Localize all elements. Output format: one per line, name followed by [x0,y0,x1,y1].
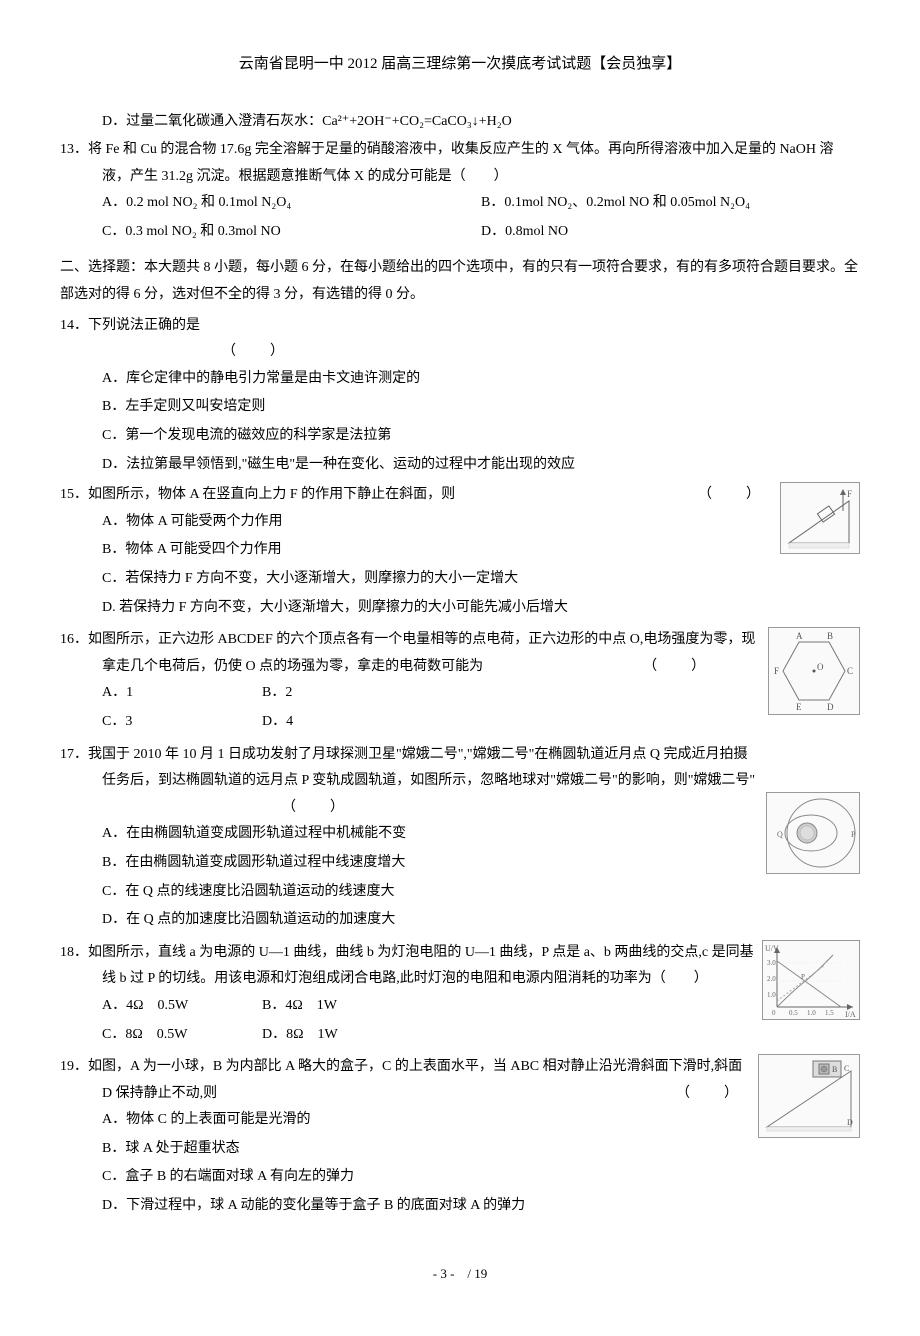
q13-num: 13． [60,142,88,157]
q14-stem: 14．下列说法正确的是 [60,313,860,340]
svg-text:F: F [847,489,852,499]
q16-num: 16． [60,632,88,647]
q13-option-b: B．0.1mol NO₂、0.2mol NO 和 0.05mol N₂O₄ [481,190,860,217]
svg-text:C: C [847,666,853,676]
q13-option-d: D．0.8mol NO [481,219,860,246]
q19-num: 19． [60,1059,88,1074]
svg-text:P: P [851,830,856,839]
q14-option-a: A．库仑定律中的静电引力常量是由卡文迪许测定的 [102,366,860,393]
q19-option-a: A．物体 C 的上表面可能是光滑的 [102,1107,860,1134]
q17-stem: 17．我国于 2010 年 10 月 1 日成功发射了月球探测卫星"嫦娥二号",… [60,742,860,795]
q19-stem: 19．如图，A 为一小球，B 为内部比 A 略大的盒子，C 的上表面水平，当 A… [60,1054,860,1107]
svg-text:A: A [796,631,803,641]
section-2-header: 二、选择题：本大题共 8 小题，每小题 6 分，在每小题给出的四个选项中，有的只… [60,255,860,308]
svg-text:D: D [847,1118,853,1127]
q13-option-c: C．0.3 mol NO₂ 和 0.3mol NO [102,219,481,246]
q18-text: 如图所示，直线 a 为电源的 U—1 曲线，曲线 b 为灯泡电阻的 U—1 曲线… [88,945,754,987]
q16-option-c: C．3 [102,709,262,736]
q15-option-a: A．物体 A 可能受两个力作用 [102,509,860,536]
svg-text:2.0: 2.0 [767,975,776,983]
q16-option-d: D．4 [262,709,760,736]
q19-figure: B C D [758,1054,860,1138]
q14-paren: （ ） [222,344,286,359]
q17-option-b: B．在由椭圆轨道变成圆形轨道过程中线速度增大 [102,850,860,877]
q18-option-a: A．4Ω 0.5W [102,993,262,1020]
q17-option-c: C．在 Q 点的线速度比沿圆轨道运动的线速度大 [102,879,860,906]
svg-text:B: B [827,631,833,641]
q14-option-d: D．法拉第最早领悟到,"磁生电"是一种在变化、运动的过程中才能出现的效应 [102,452,860,479]
svg-text:B: B [832,1065,837,1074]
svg-text:0.5: 0.5 [789,1009,798,1017]
svg-text:O: O [817,662,824,672]
q17-text: 我国于 2010 年 10 月 1 日成功发射了月球探测卫星"嫦娥二号","嫦娥… [88,747,755,789]
q13-option-a: A．0.2 mol NO₂ 和 0.1mol N₂O₄ [102,190,481,217]
q17-option-d: D．在 Q 点的加速度比沿圆轨道运动的加速度大 [102,907,860,934]
q17-option-a: A．在由椭圆轨道变成圆形轨道过程中机械能不变 [102,821,860,848]
svg-text:I/A: I/A [845,1010,856,1019]
svg-text:D: D [827,702,834,712]
q18-figure: U/V I/A 3.0 2.0 1.0 0 0.5 1.0 1.5 P [762,940,860,1020]
q17-figure: Q P [766,792,860,874]
q15-option-d: D. 若保持力 F 方向不变，大小逐渐增大，则摩擦力的大小可能先减小后增大 [102,595,860,622]
q14-option-b: B．左手定则又叫安培定则 [102,394,860,421]
q15-paren: （ ） [740,482,762,509]
q13-stem: 13．将 Fe 和 Cu 的混合物 17.6g 完全溶解于足量的硝酸溶液中，收集… [60,137,860,190]
q12-option-d: D．过量二氧化碳通入澄清石灰水：Ca²⁺+2OH⁻+CO₂=CaCO₃↓+H₂O [102,109,860,136]
svg-text:F: F [774,666,779,676]
q16-option-a: A．1 [102,680,262,707]
q19-option-c: C．盒子 B 的右端面对球 A 有向左的弹力 [102,1164,860,1191]
q19-text: 如图，A 为一小球，B 为内部比 A 略大的盒子，C 的上表面水平，当 ABC … [88,1059,742,1101]
q15-stem: 15．如图所示，物体 A 在竖直向上力 F 的作用下静止在斜面，则 （ ） [60,482,860,509]
q19-option-d: D．下滑过程中，球 A 动能的变化量等于盒子 B 的底面对球 A 的弹力 [102,1193,860,1220]
svg-text:P: P [801,973,805,981]
q18-num: 18． [60,945,88,960]
q14-option-c: C．第一个发现电流的磁效应的科学家是法拉第 [102,423,860,450]
svg-text:1.0: 1.0 [767,991,776,999]
svg-text:Q: Q [777,830,783,839]
q18-stem: 18．如图所示，直线 a 为电源的 U—1 曲线，曲线 b 为灯泡电阻的 U—1… [60,940,860,993]
q17-num: 17． [60,747,88,762]
svg-text:C: C [844,1064,849,1073]
svg-text:U/V: U/V [765,944,779,953]
q19-option-b: B．球 A 处于超重状态 [102,1136,860,1163]
q15-option-b: B．物体 A 可能受四个力作用 [102,537,860,564]
q16-option-b: B．2 [262,680,760,707]
q18-option-b: B．4Ω 1W [262,993,754,1020]
svg-text:1.0: 1.0 [807,1009,816,1017]
q18-option-c: C．8Ω 0.5W [102,1022,262,1049]
page-footer: - 3 - / 19 [60,1262,860,1287]
q15-text: 如图所示，物体 A 在竖直向上力 F 的作用下静止在斜面，则 [88,487,455,502]
q17-paren: （ ） [282,800,346,815]
q16-paren: （ ） [643,659,707,674]
q15-num: 15． [60,487,88,502]
svg-text:3.0: 3.0 [767,959,776,967]
page-header: 云南省昆明一中 2012 届高三理综第一次摸底考试试题【会员独享】 [60,50,860,79]
q16-figure: A B C D E F O [768,627,860,715]
q14-num: 14． [60,318,88,333]
q16-stem: 16．如图所示，正六边形 ABCDEF 的六个顶点各有一个电量相等的点电荷，正六… [60,627,860,680]
svg-text:0: 0 [772,1009,776,1017]
q13-text: 将 Fe 和 Cu 的混合物 17.6g 完全溶解于足量的硝酸溶液中，收集反应产… [88,142,834,184]
svg-text:1.5: 1.5 [825,1009,834,1017]
q19-paren: （ ） [718,1081,740,1108]
q18-option-d: D．8Ω 1W [262,1022,754,1049]
q15-figure: F [780,482,860,554]
svg-text:E: E [796,702,802,712]
q14-text: 下列说法正确的是 [88,318,200,333]
q15-option-c: C．若保持力 F 方向不变，大小逐渐增大，则摩擦力的大小一定增大 [102,566,860,593]
